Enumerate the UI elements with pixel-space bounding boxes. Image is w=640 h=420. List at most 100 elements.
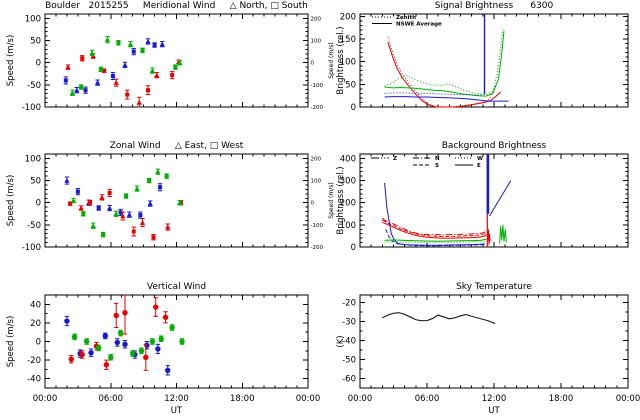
series-bg-blue-w [385, 229, 486, 247]
signal-brightness-title: Signal Brightness 6300 [435, 1, 554, 11]
meridional-wind-points-red [65, 53, 182, 108]
background-brightness-series [381, 154, 512, 247]
series-avg-green [384, 30, 505, 97]
signal-brightness-series [384, 14, 509, 108]
vertical-wind-panel: -40 -20 0 20 40 Vertical Wind Speed (m/s) 00:00… [6, 282, 320, 416]
x-tick-label: 06:00 [99, 394, 124, 404]
series-avg-red [387, 41, 502, 108]
zonal-wind-ylabel: Speed (m/s) [6, 175, 16, 227]
series-bg-blue-diag [489, 180, 512, 217]
y-tick-label: 0 [36, 199, 41, 209]
zonal-wind-points [64, 168, 184, 241]
right-axis-tick-label: 0 [311, 61, 315, 67]
series-sky-temp [382, 312, 496, 324]
sky-temperature-panel: -60 -50 -40 -30 -20 Sky Temperature (K) 00:00 06… [336, 282, 640, 416]
right-axis-tick-label: 200 [311, 16, 322, 22]
y-tick-label: -100 [22, 103, 41, 113]
right-axis-title: Speed (m/s) [328, 182, 335, 218]
vertical-wind-points [64, 294, 185, 376]
zonal-wind-panel: -100 -50 0 50 100 200 100 0 -100 -200 Speed (m/s) Z… [6, 141, 335, 253]
zonal-wind-title: Zonal Wind △ East, □ West [110, 141, 244, 151]
right-axis-tick-label: -200 [311, 105, 324, 111]
y-tick-label: 50 [30, 177, 41, 187]
series-avg-blue [384, 96, 509, 102]
x-tick-label: 18:00 [549, 394, 574, 404]
y-tick-label: 100 [340, 58, 356, 68]
y-tick-label: 50 [345, 80, 356, 90]
y-tick-label: 40 [30, 300, 41, 310]
series-bg-red-post [487, 229, 491, 245]
series-bg-red-e [382, 221, 487, 239]
vertical-wind-points-blue [64, 315, 171, 376]
axes [44, 294, 309, 389]
x-tick-label: 00:00 [33, 394, 58, 404]
y-tick-label: -20 [342, 299, 356, 309]
y-tick-label: 150 [340, 35, 356, 45]
x-tick-label: 12:00 [164, 394, 189, 404]
y-tick-label: -100 [22, 243, 41, 253]
y-tick-label: 0 [36, 338, 41, 348]
x-tick-label: 00:00 [348, 394, 373, 404]
right-axis-tick-label: 100 [311, 39, 322, 45]
background-brightness-legend: Z NS WE [371, 156, 483, 169]
background-brightness-title: Background Brightness [442, 141, 547, 151]
legend-label: S [435, 163, 439, 169]
x-tick-label: 00:00 [616, 394, 640, 404]
y-tick-label: 300 [340, 177, 356, 187]
signal-brightness-ylabel: Brightness (rel.) [336, 26, 346, 94]
right-axis-tick-label: 100 [311, 179, 322, 185]
vertical-wind-points-green [71, 324, 185, 361]
y-tick-label: -30 [342, 318, 356, 328]
right-axis-tick-label: -200 [311, 245, 324, 251]
y-tick-label: -40 [342, 337, 356, 347]
y-tick-label: -50 [27, 81, 41, 91]
x-tick-label: 12:00 [482, 394, 507, 404]
axes [359, 13, 629, 108]
y-tick-label: -60 [342, 375, 356, 385]
legend-label: Zenith [396, 15, 416, 21]
right-axis-tick-label: -100 [311, 83, 324, 89]
axes [44, 13, 309, 108]
zonal-wind-points-green [70, 168, 183, 238]
meridional-wind-ylabel: Speed (m/s) [6, 35, 16, 87]
y-tick-label: 200 [340, 199, 356, 209]
x-tick-label: 18:00 [230, 394, 255, 404]
y-tick-label: -50 [27, 221, 41, 231]
axes [359, 153, 629, 248]
y-tick-label: -20 [27, 356, 41, 366]
sky-temperature-title: Sky Temperature [456, 282, 532, 292]
right-axis-tick-label: 0 [311, 201, 315, 207]
y-tick-label: -50 [342, 356, 356, 366]
meridional-wind-title: Boulder 2015255 Meridional Wind △ North,… [45, 1, 308, 11]
meridional-wind-points-green [69, 36, 183, 96]
series-bg-red-s [382, 219, 487, 237]
series-zenith-green [384, 27, 504, 96]
y-tick-label: 200 [340, 12, 356, 22]
right-axis-tick-label: -100 [311, 223, 324, 229]
series-zenith-blue [384, 92, 485, 96]
y-tick-label: 400 [340, 154, 356, 164]
background-brightness-ylabel: Brightness (rel.) [336, 166, 346, 234]
series-bg-green-b [384, 240, 487, 244]
y-tick-label: 0 [36, 59, 41, 69]
legend-label: Z [393, 156, 397, 162]
x-axis-title: UT [171, 406, 183, 416]
y-tick-label: 50 [30, 37, 41, 47]
y-tick-label: -40 [27, 375, 41, 385]
axes [359, 294, 629, 389]
series-bg-green-a [384, 238, 487, 242]
legend-label: N [435, 156, 440, 162]
meridional-wind-points-blue [63, 38, 165, 94]
background-brightness-panel: 0 100 200 300 400 Background Brightness Bright… [336, 141, 629, 253]
signal-brightness-panel: 0 50 100 150 200 Signal Brightness 6300 Bright… [336, 1, 629, 113]
legend-label: NSWE Average [396, 22, 442, 28]
sky-temperature-ylabel: (K) [336, 335, 346, 347]
series-bg-red-n [381, 217, 487, 236]
legend-label: E [477, 163, 481, 169]
x-tick-label: 06:00 [415, 394, 440, 404]
meridional-wind-points [63, 36, 183, 108]
axes [44, 153, 309, 248]
